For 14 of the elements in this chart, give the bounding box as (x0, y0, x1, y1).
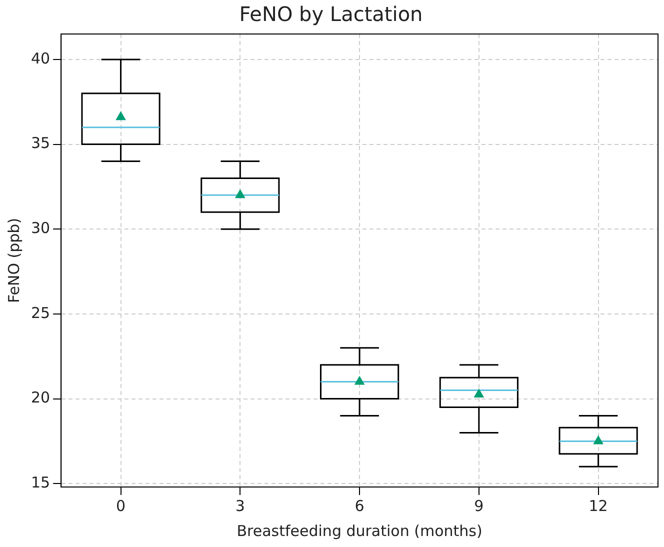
y-tick-label: 35 (30, 134, 50, 152)
x-tick-label: 0 (116, 496, 126, 515)
y-tick-label: 20 (30, 388, 50, 407)
y-tick-label: 15 (30, 473, 50, 492)
y-tick-label: 30 (30, 219, 50, 238)
y-tick-label: 25 (30, 304, 50, 322)
y-axis-title: FeNO (ppb) (4, 218, 23, 304)
x-tick-label: 9 (474, 496, 484, 515)
y-tick-label: 40 (30, 49, 50, 68)
x-axis-title: Breastfeeding duration (months) (236, 522, 482, 540)
x-tick-label: 3 (235, 496, 245, 515)
chart-title: FeNO by Lactation (239, 2, 423, 26)
x-tick-label: 6 (354, 496, 364, 515)
x-tick-label: 12 (588, 496, 608, 515)
